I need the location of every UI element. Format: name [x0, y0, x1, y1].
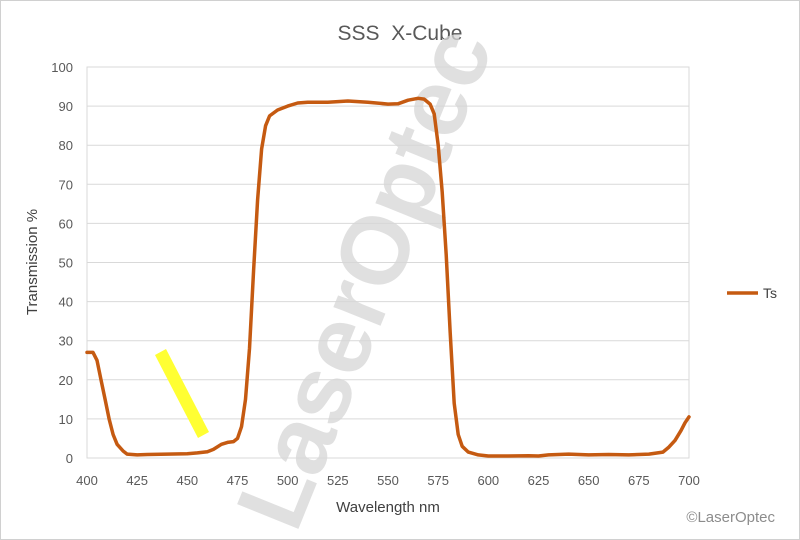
y-tick-label: 80 — [59, 138, 73, 153]
y-tick-label: 70 — [59, 177, 73, 192]
y-tick-label: 40 — [59, 295, 73, 310]
x-tick-label: 525 — [327, 473, 349, 488]
y-tick-label: 20 — [59, 373, 73, 388]
chart-title: SSS X-Cube — [338, 22, 463, 45]
x-tick-label: 575 — [427, 473, 449, 488]
y-tick-label: 50 — [59, 256, 73, 271]
x-tick-label: 500 — [277, 473, 299, 488]
x-tick-label: 600 — [477, 473, 499, 488]
x-tick-label: 475 — [227, 473, 249, 488]
x-tick-label: 425 — [126, 473, 148, 488]
legend: Ts — [727, 285, 777, 301]
x-axis-title: Wavelength nm — [336, 499, 440, 516]
series-line-ts — [85, 96, 691, 458]
x-tick-label: 450 — [176, 473, 198, 488]
y-tick-label: 100 — [51, 60, 73, 75]
y-tick-label: 30 — [59, 334, 73, 349]
copyright-text: ©LaserOptec — [686, 509, 775, 526]
watermark-highlight — [155, 349, 209, 438]
legend-label-ts: Ts — [763, 285, 777, 301]
x-tick-label: 550 — [377, 473, 399, 488]
y-tick-label: 60 — [59, 216, 73, 231]
y-tick-label: 0 — [66, 451, 73, 466]
y-tick-label: 10 — [59, 412, 73, 427]
x-tick-label: 650 — [578, 473, 600, 488]
x-tick-label: 700 — [678, 473, 700, 488]
gridlines — [87, 105, 689, 420]
x-tick-labels: 400 425 450 475 500 525 550 575 600 625 650 675 700 — [76, 473, 700, 488]
x-tick-label: 400 — [76, 473, 98, 488]
x-tick-label: 625 — [528, 473, 550, 488]
y-tick-label: 90 — [59, 99, 73, 114]
y-tick-labels: 0 10 20 30 40 50 60 70 80 90 100 — [51, 60, 73, 466]
y-axis-title: Transmission % — [24, 209, 41, 315]
x-tick-label: 675 — [628, 473, 650, 488]
